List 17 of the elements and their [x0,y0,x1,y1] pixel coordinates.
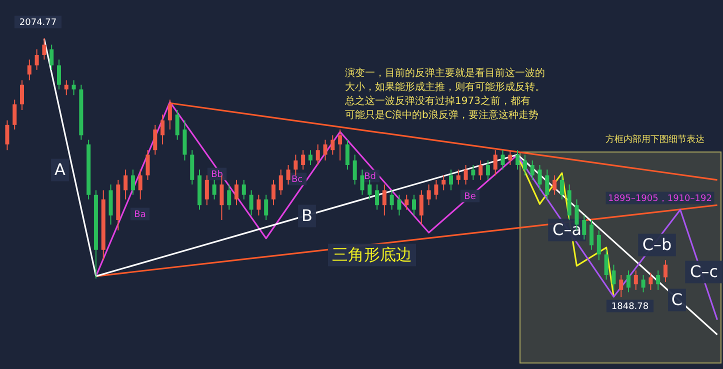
annotation: B [302,206,312,225]
annotation: C–c [690,262,718,281]
annotation: C–a [552,220,582,239]
annotation: C [671,290,683,309]
annotation: 演变一，目前的反弹主要就是看目前这一波的大小，如果能形成主推，则有可能形成反转。总之这一波反弹没有过掉1973之前，都有可能只是C浪中的b浪反弹，要注意这种走势 [344,67,545,121]
annotation: Bb [211,170,224,180]
annotation: Ba [134,210,146,220]
annotation: Be [464,192,476,202]
annotation: 1848.78 [611,302,649,312]
annotation: 方框内部用下图细节表达 [606,134,704,145]
annotation: Bd [364,172,376,182]
annotation: 1895–1905，1910–192 [608,194,712,204]
annotation: Bc [291,175,303,185]
annotation: C–b [642,235,672,254]
annotation: 2074.77 [19,18,57,28]
annotation: A [54,160,66,179]
annotation: 三角形底边 [332,245,412,264]
